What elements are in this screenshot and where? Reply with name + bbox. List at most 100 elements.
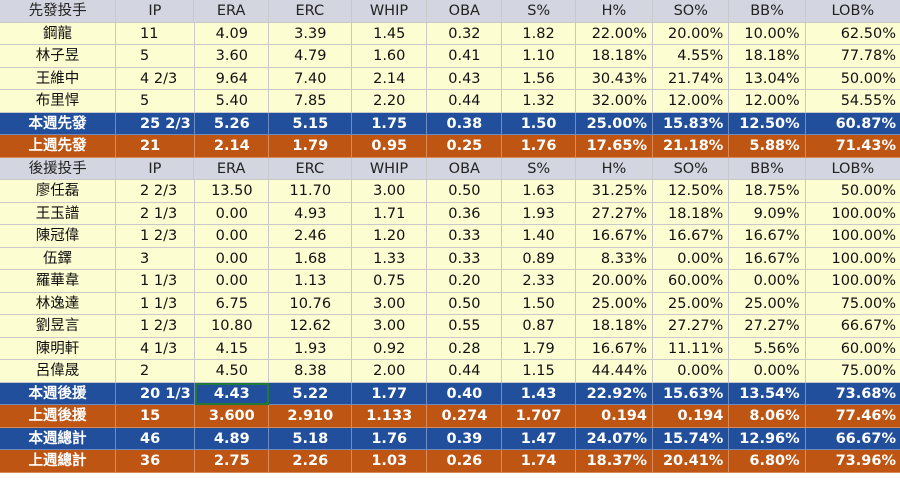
- cell[interactable]: 66.67%: [805, 315, 900, 338]
- header-cell[interactable]: LOB%: [805, 0, 900, 23]
- cell[interactable]: 44.44%: [575, 360, 653, 383]
- cell[interactable]: 1.15: [502, 360, 576, 383]
- cell[interactable]: 20.00%: [575, 270, 653, 293]
- header-cell[interactable]: 後援投手: [0, 157, 117, 180]
- cell[interactable]: 1.82: [502, 22, 576, 45]
- cell[interactable]: 62.50%: [805, 22, 900, 45]
- cell[interactable]: 7.85: [269, 90, 353, 113]
- cell[interactable]: 0.194: [575, 405, 653, 428]
- cell[interactable]: 1 2/3: [116, 315, 196, 338]
- cell[interactable]: 24.07%: [575, 427, 653, 450]
- header-cell[interactable]: S%: [502, 157, 576, 180]
- cell[interactable]: 3.00: [352, 180, 428, 203]
- header-cell[interactable]: S%: [502, 0, 576, 23]
- cell[interactable]: 1.63: [502, 180, 576, 203]
- cell[interactable]: 上週先發: [0, 135, 117, 158]
- cell[interactable]: 13.54%: [729, 382, 806, 405]
- cell[interactable]: 0.26: [427, 450, 503, 473]
- cell[interactable]: 18.75%: [729, 180, 806, 203]
- cell[interactable]: 0.20: [427, 270, 503, 293]
- cell[interactable]: 1.13: [269, 270, 353, 293]
- cell[interactable]: 0.44: [427, 360, 503, 383]
- cell[interactable]: 1.45: [352, 22, 428, 45]
- cell[interactable]: 3.00: [352, 315, 428, 338]
- cell[interactable]: 0.00%: [653, 360, 730, 383]
- cell[interactable]: 75.00%: [805, 360, 900, 383]
- cell[interactable]: 0.36: [427, 202, 503, 225]
- cell[interactable]: 1.93: [269, 337, 353, 360]
- cell[interactable]: 12.62: [269, 315, 353, 338]
- cell[interactable]: 3: [116, 247, 196, 270]
- cell[interactable]: 17.65%: [575, 135, 653, 158]
- cell[interactable]: 5: [116, 45, 196, 68]
- cell[interactable]: 77.46%: [805, 405, 900, 428]
- cell[interactable]: 20 1/3: [116, 382, 196, 405]
- cell[interactable]: 1.93: [502, 202, 576, 225]
- header-cell[interactable]: WHIP: [351, 0, 428, 23]
- cell[interactable]: 4.89: [195, 427, 270, 450]
- cell[interactable]: 1.03: [352, 450, 428, 473]
- cell[interactable]: 1.79: [269, 135, 353, 158]
- cell[interactable]: 1 1/3: [116, 292, 196, 315]
- cell[interactable]: 15.63%: [653, 382, 730, 405]
- cell[interactable]: 21.18%: [653, 135, 730, 158]
- cell[interactable]: 1.76: [502, 135, 576, 158]
- cell[interactable]: 11.11%: [653, 337, 730, 360]
- cell[interactable]: 18.18%: [729, 45, 806, 68]
- cell[interactable]: 21: [116, 135, 196, 158]
- header-cell[interactable]: IP: [116, 157, 195, 180]
- cell[interactable]: 1.33: [352, 247, 428, 270]
- cell[interactable]: 15.83%: [653, 112, 730, 135]
- cell[interactable]: 4 1/3: [116, 337, 196, 360]
- cell[interactable]: 1.10: [502, 45, 576, 68]
- cell[interactable]: 100.00%: [805, 202, 900, 225]
- header-cell[interactable]: ERC: [268, 0, 352, 23]
- cell[interactable]: 0.38: [427, 112, 503, 135]
- header-cell[interactable]: SO%: [653, 157, 730, 180]
- cell[interactable]: 本週總計: [0, 427, 117, 450]
- cell[interactable]: 13.04%: [729, 67, 806, 90]
- cell[interactable]: 4.93: [269, 202, 353, 225]
- cell[interactable]: 0.40: [427, 382, 503, 405]
- cell[interactable]: 0.00%: [653, 247, 730, 270]
- cell[interactable]: 12.00%: [729, 90, 806, 113]
- cell[interactable]: 75.00%: [805, 292, 900, 315]
- cell[interactable]: 3.600: [195, 405, 270, 428]
- cell[interactable]: 2.14: [195, 135, 270, 158]
- cell[interactable]: 5.40: [195, 90, 270, 113]
- cell[interactable]: 25.00%: [575, 112, 653, 135]
- header-cell[interactable]: IP: [116, 0, 195, 23]
- cell[interactable]: 100.00%: [805, 247, 900, 270]
- cell[interactable]: 0.194: [653, 405, 730, 428]
- cell[interactable]: 12.50%: [653, 180, 730, 203]
- header-cell[interactable]: LOB%: [805, 157, 900, 180]
- cell[interactable]: 4 2/3: [116, 67, 196, 90]
- cell[interactable]: 1.76: [352, 427, 428, 450]
- cell[interactable]: 1.50: [502, 112, 576, 135]
- cell[interactable]: 12.50%: [729, 112, 806, 135]
- cell[interactable]: 0.33: [427, 225, 503, 248]
- cell[interactable]: 2.20: [352, 90, 428, 113]
- cell[interactable]: 8.33%: [575, 247, 653, 270]
- cell[interactable]: 3.60: [195, 45, 270, 68]
- cell[interactable]: 0.33: [427, 247, 503, 270]
- selected-cell[interactable]: 4.43: [195, 382, 270, 405]
- cell[interactable]: 12.96%: [729, 427, 806, 450]
- cell[interactable]: 1.707: [502, 405, 576, 428]
- cell[interactable]: 50.00%: [805, 67, 900, 90]
- cell[interactable]: 2.33: [502, 270, 576, 293]
- cell[interactable]: 1.47: [502, 427, 576, 450]
- cell[interactable]: 36: [116, 450, 196, 473]
- header-cell[interactable]: BB%: [729, 157, 806, 180]
- cell[interactable]: 0.89: [502, 247, 576, 270]
- header-cell[interactable]: OBA: [427, 157, 503, 180]
- cell[interactable]: 27.27%: [729, 315, 806, 338]
- fill-handle[interactable]: [266, 402, 269, 405]
- cell[interactable]: 劉昱言: [0, 315, 117, 338]
- header-cell[interactable]: OBA: [427, 0, 503, 23]
- cell[interactable]: 18.37%: [575, 450, 653, 473]
- cell[interactable]: 10.76: [269, 292, 353, 315]
- cell[interactable]: 22.00%: [575, 22, 653, 45]
- cell[interactable]: 4.15: [195, 337, 270, 360]
- cell[interactable]: 2 1/3: [116, 202, 196, 225]
